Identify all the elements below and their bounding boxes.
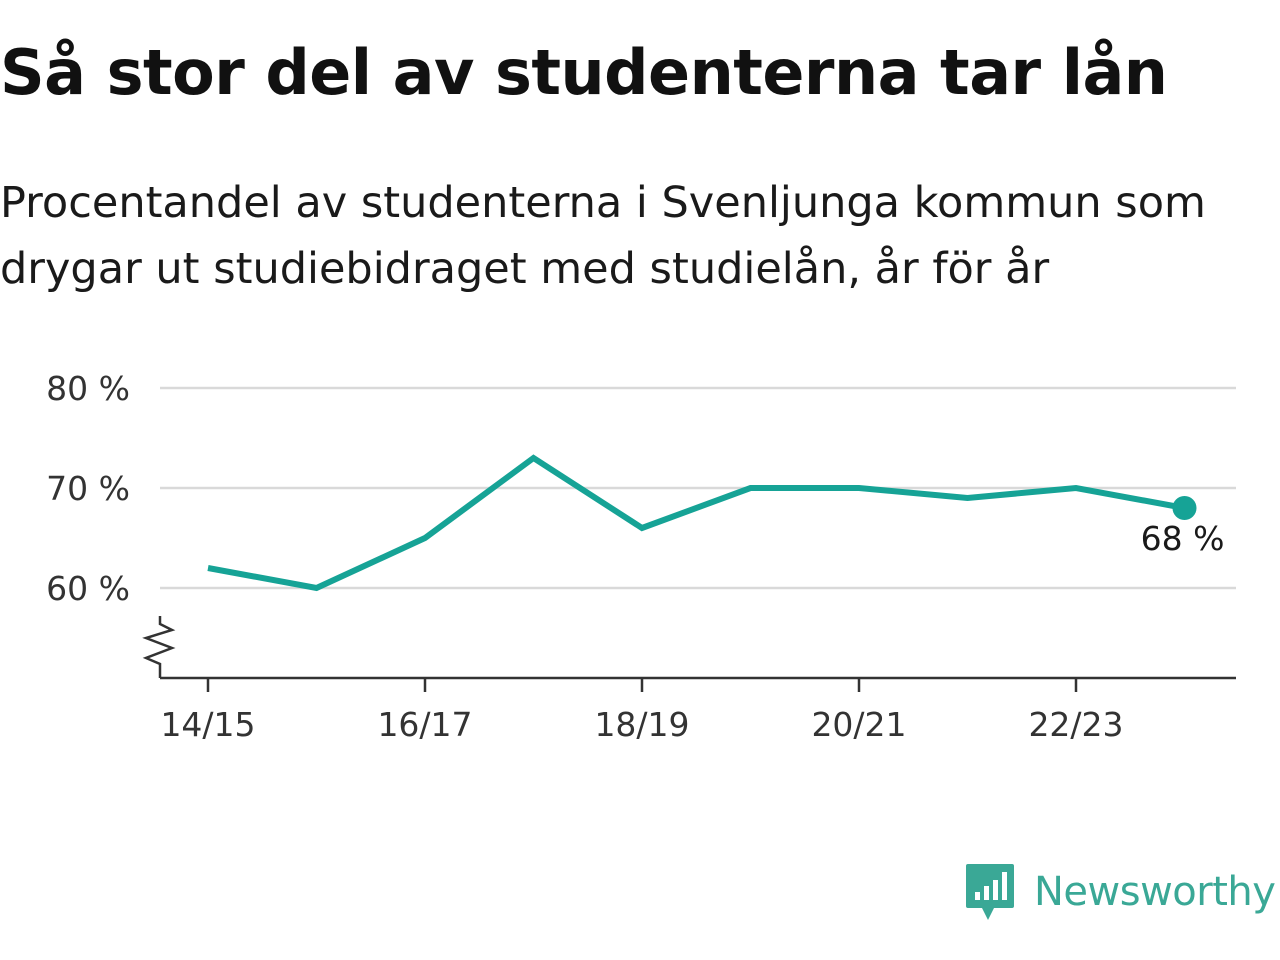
y-axis-labels: 60 % 70 % 80 % xyxy=(46,369,130,608)
x-tick-label: 20/21 xyxy=(811,705,906,744)
end-value-label: 68 % xyxy=(1141,519,1225,558)
chart-title: Så stor del av studenterna tar lån xyxy=(0,36,1168,109)
x-axis-labels: 14/15 16/17 18/19 20/21 22/23 xyxy=(160,705,1123,744)
brand-logo: Newsworthy xyxy=(964,862,1276,922)
end-point xyxy=(1172,496,1197,520)
x-tick-label: 16/17 xyxy=(377,705,472,744)
axis-break-icon xyxy=(142,616,176,678)
x-tick-label: 18/19 xyxy=(594,705,689,744)
y-tick-label: 60 % xyxy=(46,569,130,608)
chart-subtitle: Procentandel av studenterna i Svenljunga… xyxy=(0,178,1206,294)
x-tick-label: 22/23 xyxy=(1028,705,1123,744)
y-tick-label: 80 % xyxy=(46,369,130,408)
y-tick-label: 70 % xyxy=(46,469,130,508)
line-chart: 60 % 70 % 80 % 14/15 16/17 18/19 20/21 22/23 6… xyxy=(46,369,1236,744)
brand-name: Newsworthy xyxy=(1034,869,1276,915)
x-tick-label: 14/15 xyxy=(160,705,255,744)
newsworthy-logo-icon xyxy=(966,864,1014,920)
series-line xyxy=(207,454,1186,592)
x-axis xyxy=(142,616,1236,692)
series-group: 68 % xyxy=(207,454,1225,592)
